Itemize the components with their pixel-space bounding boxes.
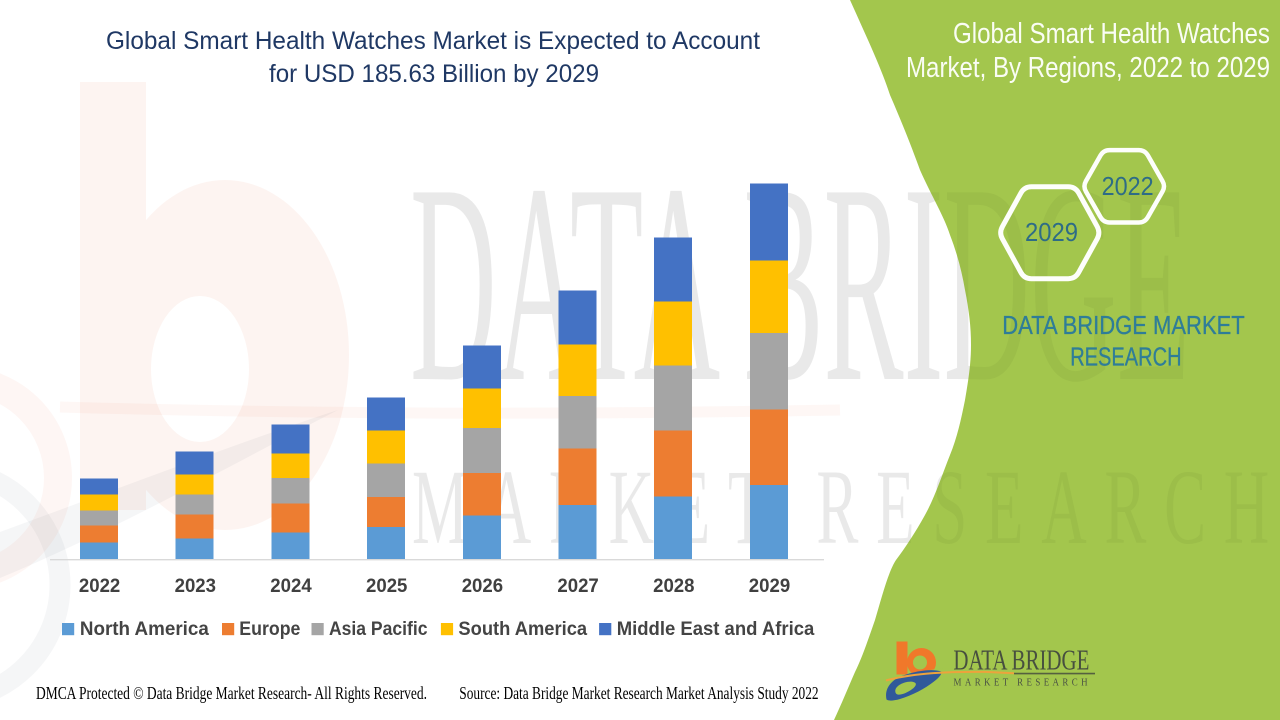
svg-text:MARKET RESEARCH: MARKET RESEARCH xyxy=(954,678,1092,689)
svg-text:2029: 2029 xyxy=(749,576,790,597)
svg-text:Market, By Regions, 2022 to 20: Market, By Regions, 2022 to 2029 xyxy=(906,52,1270,84)
svg-text:2026: 2026 xyxy=(462,576,503,597)
svg-text:North America: North America xyxy=(80,619,209,640)
svg-text:2027: 2027 xyxy=(557,576,598,597)
svg-text:2029: 2029 xyxy=(1025,217,1078,247)
svg-text:2025: 2025 xyxy=(366,576,408,597)
svg-text:Global Smart Health Watches Ma: Global Smart Health Watches Market is Ex… xyxy=(106,27,760,55)
svg-text:Europe: Europe xyxy=(239,619,300,640)
svg-text:DATA BRIDGE: DATA BRIDGE xyxy=(953,645,1089,677)
svg-text:Source: Data Bridge Market Res: Source: Data Bridge Market Research Mark… xyxy=(459,683,818,703)
svg-text:2024: 2024 xyxy=(270,576,312,597)
svg-text:2022: 2022 xyxy=(79,576,120,597)
svg-text:DATA BRIDGE MARKET: DATA BRIDGE MARKET xyxy=(1002,310,1245,340)
svg-text:Asia Pacific: Asia Pacific xyxy=(329,619,428,640)
svg-text:2028: 2028 xyxy=(653,576,694,597)
svg-text:2023: 2023 xyxy=(175,576,216,597)
svg-text:Global Smart Health Watches: Global Smart Health Watches xyxy=(953,18,1270,50)
svg-text:2022: 2022 xyxy=(1102,171,1154,201)
svg-text:RESEARCH: RESEARCH xyxy=(1070,342,1181,372)
svg-text:South America: South America xyxy=(458,619,587,640)
svg-text:for USD 185.63 Billion by 2029: for USD 185.63 Billion by 2029 xyxy=(269,60,599,88)
svg-text:DMCA Protected © Data Bridge M: DMCA Protected © Data Bridge Market Rese… xyxy=(36,683,427,703)
svg-text:Middle East and Africa: Middle East and Africa xyxy=(617,619,815,640)
